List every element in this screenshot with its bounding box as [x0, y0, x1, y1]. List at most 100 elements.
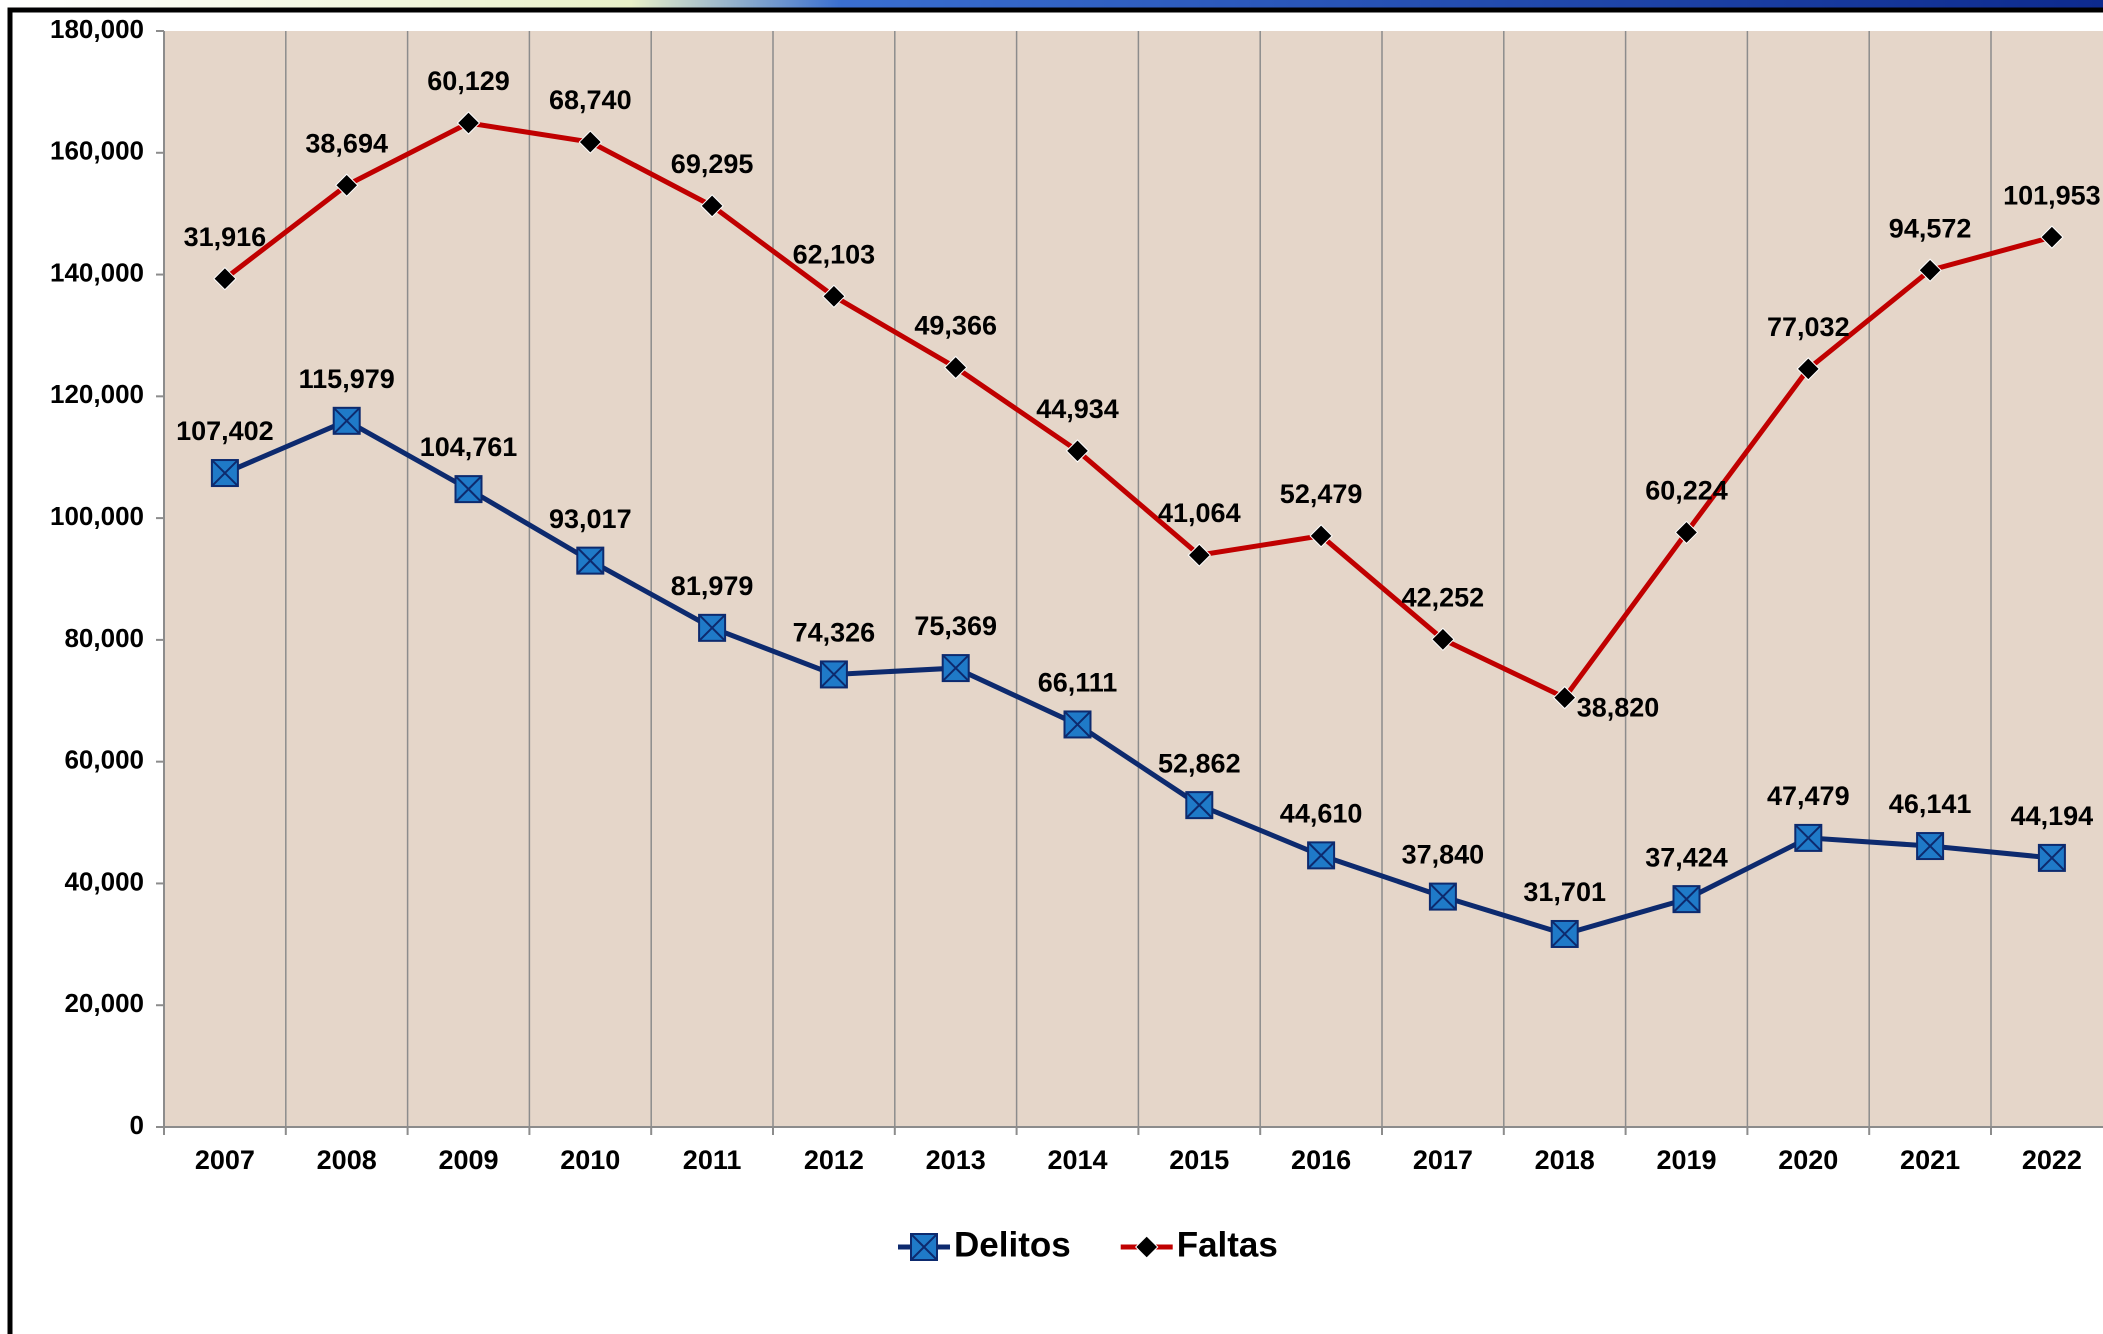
marker	[819, 660, 848, 689]
data-label: 37,840	[1402, 840, 1485, 870]
marker	[1065, 439, 1090, 463]
x-tick-label: 2011	[683, 1145, 742, 1175]
frame	[7, 7, 2103, 1334]
marker	[941, 654, 970, 683]
x-tick-label: 2010	[560, 1145, 620, 1175]
marker	[1794, 823, 1823, 852]
marker-cross	[941, 654, 970, 682]
data-label: 31,916	[184, 222, 267, 252]
legend-label: Delitos	[954, 1225, 1071, 1264]
marker	[2040, 225, 2064, 249]
marker	[210, 459, 239, 488]
marker-cross	[454, 475, 483, 503]
data-label: 47,479	[1767, 781, 1850, 811]
marker	[1063, 710, 1092, 739]
marker	[698, 613, 727, 642]
data-label: 60,129	[427, 66, 510, 96]
x-tick-label: 2012	[804, 1145, 864, 1175]
y-tick-label: 80,000	[64, 623, 144, 653]
marker-cross	[1916, 832, 1944, 860]
data-label: 49,366	[914, 311, 997, 341]
series-line	[223, 418, 2053, 937]
data-label: 69,295	[671, 149, 754, 179]
x-tick-label: 2021	[1900, 1145, 1960, 1175]
marker	[1674, 520, 1699, 545]
data-label: 75,369	[914, 611, 997, 641]
marker	[1552, 685, 1577, 710]
data-label: 44,610	[1280, 798, 1363, 828]
x-tick-label: 2014	[1047, 1145, 1107, 1175]
marker	[1187, 543, 1212, 567]
marker	[1796, 357, 1821, 381]
marker-cross	[1307, 841, 1335, 870]
marker	[1307, 841, 1336, 870]
marker	[1185, 791, 1214, 820]
marker	[213, 267, 237, 291]
data-label: 44,194	[2011, 801, 2094, 831]
series-line	[223, 120, 2053, 701]
data-label: 107,402	[176, 416, 274, 446]
marker-cross	[211, 459, 239, 487]
marker	[1918, 258, 1942, 282]
data-label: 62,103	[793, 239, 876, 269]
marker	[1916, 832, 1945, 861]
data-label: 38,820	[1577, 693, 1660, 723]
data-label: 42,252	[1402, 582, 1485, 612]
x-tick-label: 2022	[2022, 1145, 2082, 1175]
x-tick-label: 2019	[1656, 1145, 1716, 1175]
marker	[1134, 1235, 1159, 1259]
marker-cross	[1550, 920, 1579, 948]
marker-cross	[2038, 844, 2066, 872]
data-label: 37,424	[1645, 842, 1728, 872]
x-tick-label: 2013	[926, 1145, 986, 1175]
y-tick-label: 180,000	[50, 14, 144, 44]
legend-label: Faltas	[1177, 1225, 1278, 1264]
marker	[576, 546, 605, 575]
marker-cross	[1794, 824, 1823, 852]
y-tick-label: 0	[130, 1110, 144, 1140]
marker-cross	[698, 614, 726, 642]
x-tick-label: 2015	[1169, 1145, 1229, 1175]
marker	[332, 406, 361, 435]
marker-cross	[1429, 882, 1457, 911]
data-label: 46,141	[1889, 789, 1972, 819]
marker	[1428, 882, 1457, 911]
data-label: 68,740	[549, 85, 632, 115]
marker	[822, 284, 846, 309]
x-tick-label: 2017	[1413, 1145, 1473, 1175]
marker-cross	[1185, 791, 1214, 819]
data-label: 115,979	[299, 364, 395, 394]
marker	[1550, 919, 1579, 948]
plot-area	[164, 31, 2103, 1127]
x-tick-label: 2016	[1291, 1145, 1351, 1175]
data-label: 41,064	[1158, 498, 1241, 528]
data-label: 44,934	[1036, 394, 1119, 424]
marker	[943, 355, 968, 380]
marker	[578, 130, 603, 154]
data-label: 60,224	[1645, 476, 1728, 506]
data-label: 104,761	[420, 432, 518, 462]
data-label: 66,111	[1038, 668, 1118, 698]
marker	[2037, 843, 2066, 872]
x-tick-label: 2008	[317, 1145, 377, 1175]
x-tick-label: 2018	[1535, 1145, 1595, 1175]
data-label: 74,326	[793, 618, 876, 648]
marker	[1431, 627, 1455, 652]
data-label: 94,572	[1889, 213, 1972, 243]
marker	[454, 475, 483, 504]
marker	[334, 173, 359, 197]
marker	[1309, 524, 1333, 548]
marker-cross	[1672, 885, 1701, 913]
y-tick-label: 120,000	[50, 379, 144, 409]
data-label: 52,862	[1158, 748, 1241, 778]
data-label: 81,979	[671, 571, 754, 601]
data-label: 77,032	[1767, 312, 1850, 342]
data-label: 38,694	[305, 128, 388, 158]
x-tick-label: 2007	[195, 1145, 255, 1175]
y-tick-label: 100,000	[50, 501, 144, 531]
marker-cross	[576, 546, 605, 575]
x-tick-label: 2009	[438, 1145, 498, 1175]
y-tick-label: 20,000	[64, 988, 144, 1018]
marker-cross	[332, 407, 361, 435]
